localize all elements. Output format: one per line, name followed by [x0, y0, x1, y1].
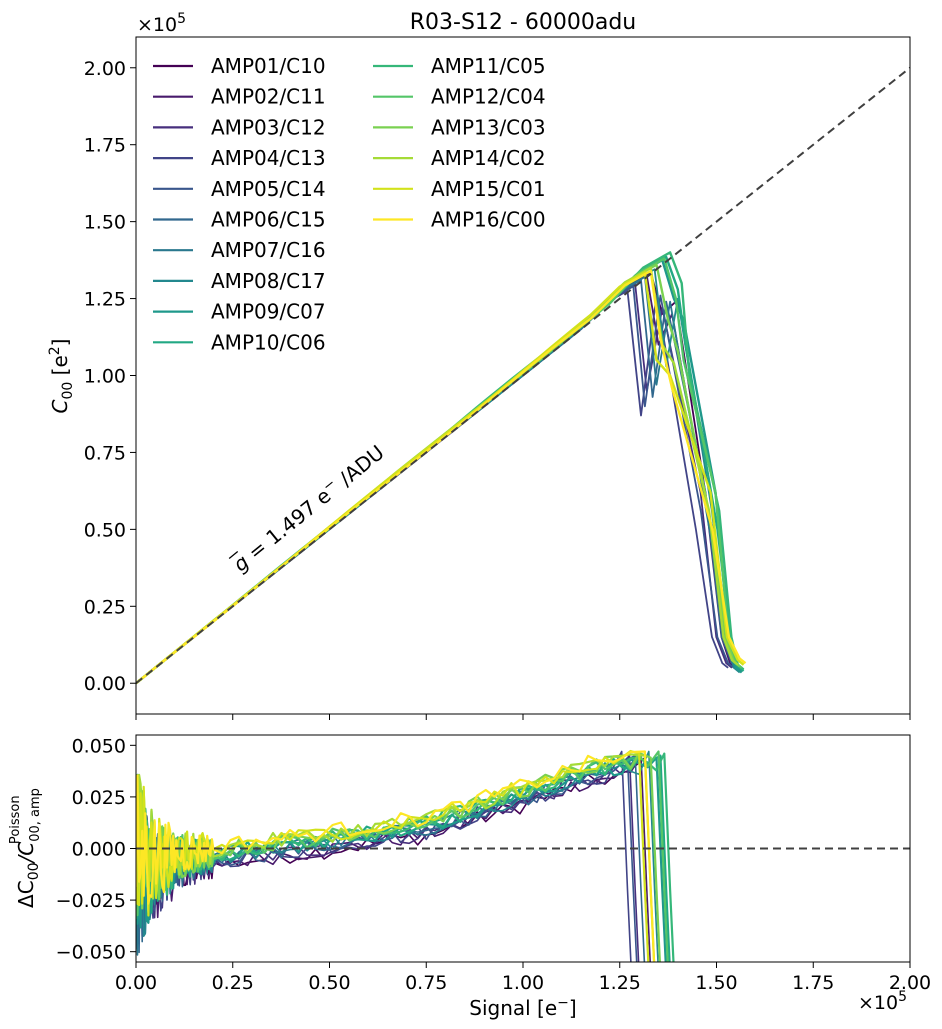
series-line-amp13-c03 [136, 263, 741, 685]
legend-label: AMP10/C06 [211, 330, 326, 354]
legend-label: AMP11/C05 [431, 54, 546, 78]
residual-y-tick-label: −0.025 [56, 890, 126, 912]
legend-label: AMP04/C13 [211, 146, 326, 170]
residual-x-tick-label: 1.50 [695, 972, 737, 994]
main-y-tick-label: 0.50 [84, 519, 126, 541]
main-y-tick-label: 1.00 [84, 366, 126, 388]
residual-x-tick-label: 2.00 [889, 972, 931, 994]
main-y-tick-label: 1.25 [84, 289, 126, 311]
main-y-label: C00 [e2] [47, 339, 76, 414]
residual-x-tick-label: 1.00 [502, 972, 544, 994]
residual-x-tick-label: 0.75 [405, 972, 447, 994]
residual-line-amp15-c01 [136, 749, 650, 962]
residual-y-tick-label: 0.025 [72, 787, 126, 809]
main-y-tick-label: 0.25 [84, 596, 126, 618]
main-reference-line [135, 66, 911, 685]
legend-label: AMP03/C12 [211, 115, 326, 139]
residual-x-multiplier: ×105 [858, 989, 907, 1014]
legend-label: AMP14/C02 [431, 146, 546, 170]
residual-x-label: Signal [e−] [469, 995, 576, 1020]
residual-y-tick-label: 0.000 [72, 839, 126, 861]
residual-x-tick-label: 1.75 [792, 972, 834, 994]
main-y-tick-label: 0.00 [84, 673, 126, 695]
legend-label: AMP09/C07 [211, 300, 326, 324]
residual-panel: −0.050 −0.025 0.000 0.025 0.050 0.00 0.25 0.50… [8, 734, 931, 1020]
residual-y-tick-label: −0.050 [56, 942, 126, 964]
main-title: R03-S12 - 60000adu [410, 10, 636, 35]
legend-label: AMP01/C10 [211, 54, 326, 78]
residual-y-label: ΔC00/C00, ampPoisson [8, 788, 43, 908]
legend-label: AMP16/C00 [431, 208, 546, 232]
legend-label: AMP15/C01 [431, 177, 546, 201]
main-y-ticks: 0.00 0.25 0.50 0.75 1.00 1.25 1.50 1.75 2.00 [84, 58, 136, 695]
residual-x-tick-label: 1.25 [599, 972, 641, 994]
residual-y-ticks: −0.050 −0.025 0.000 0.025 0.050 [56, 735, 136, 964]
main-y-multiplier-exp: 5 [177, 11, 186, 27]
residual-x-tick-label: 0.25 [212, 972, 254, 994]
legend-label: AMP13/C03 [431, 115, 546, 139]
main-y-tick-label: 1.75 [84, 135, 126, 157]
main-panel: 0.00 0.25 0.50 0.75 1.00 1.25 1.50 1.75 2.00 R03… [47, 10, 911, 720]
legend-label: AMP06/C15 [211, 208, 326, 232]
residual-series-group [136, 749, 675, 962]
legend-label: AMP02/C11 [211, 85, 326, 109]
main-y-tick-label: 1.50 [84, 212, 126, 234]
residual-line-amp14-c02 [136, 753, 656, 962]
main-legend: AMP01/C10 AMP02/C11 AMP03/C12 AMP04/C13 AMP0… [153, 54, 546, 354]
legend-label: AMP08/C17 [211, 269, 326, 293]
legend-label: AMP12/C04 [431, 85, 546, 109]
legend-label: AMP07/C16 [211, 238, 326, 262]
legend-label: AMP05/C14 [211, 177, 326, 201]
gain-annotation: g = 1.497 e− /ADU [228, 439, 389, 576]
residual-x-ticks: 0.00 0.25 0.50 0.75 1.00 1.25 1.50 1.75 2.00 [115, 962, 931, 994]
main-x-ticks [135, 714, 911, 720]
residual-y-tick-label: 0.050 [72, 735, 126, 757]
main-y-multiplier: ×105 [137, 11, 186, 36]
residual-x-tick-label: 0.50 [308, 972, 350, 994]
main-y-tick-label: 0.75 [84, 442, 126, 464]
svg-text:g = 1.497 e− /ADU: g = 1.497 e− /ADU [228, 439, 389, 576]
residual-x-tick-label: 0.00 [115, 972, 157, 994]
residual-line-amp16-c00 [136, 750, 656, 962]
main-y-tick-label: 2.00 [84, 58, 126, 80]
gain-overline [228, 551, 239, 559]
